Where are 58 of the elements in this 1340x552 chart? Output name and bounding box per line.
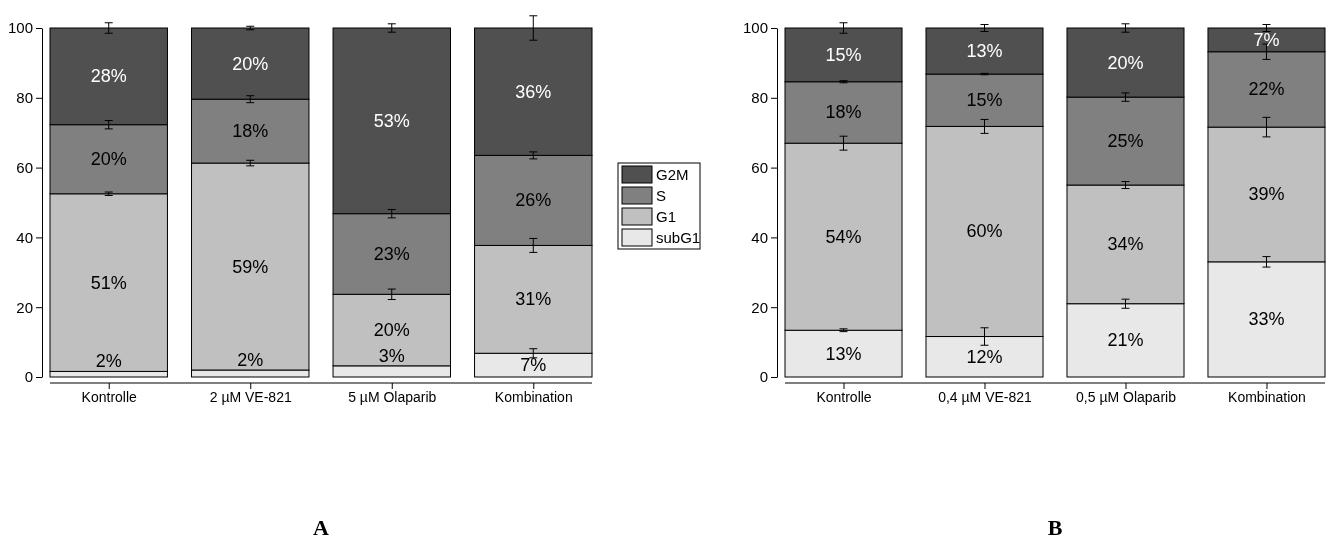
data-label: 12% — [966, 346, 1003, 367]
legend-label: G2M — [656, 166, 689, 183]
x-tick-label: 2 µM VE-821 — [209, 388, 292, 405]
x-tick-label: Kontrolle — [816, 388, 872, 405]
data-label: 59% — [232, 256, 269, 277]
data-label: 53% — [373, 110, 410, 131]
y-tick-label: 20 — [751, 298, 768, 316]
x-tick-label: 0,5 µM Olaparib — [1076, 388, 1177, 405]
data-label: 7% — [520, 355, 547, 376]
x-tick-label: Kontrolle — [81, 388, 138, 405]
data-label: 13% — [966, 41, 1003, 62]
y-tick-label: 100 — [7, 19, 33, 37]
data-label: 15% — [825, 44, 862, 65]
data-label: 20% — [1107, 52, 1144, 73]
y-tick-label: 0 — [759, 368, 768, 386]
x-tick-label: Kombination — [494, 388, 573, 405]
data-label: 54% — [825, 226, 862, 247]
y-tick-label: 40 — [16, 228, 33, 246]
legend-label: subG1 — [656, 229, 701, 246]
data-label: 28% — [90, 66, 127, 87]
data-label: 22% — [1248, 79, 1285, 100]
data-label: 51% — [90, 272, 127, 293]
x-tick-label: Kombination — [1228, 388, 1306, 405]
y-tick-label: 60 — [16, 158, 33, 176]
data-label: 33% — [1248, 309, 1285, 330]
text: A — [313, 515, 330, 540]
data-label: 2% — [95, 351, 122, 372]
data-label: 7% — [1253, 29, 1280, 50]
x-tick-label: 0,4 µM VE-821 — [938, 388, 1033, 405]
y-tick-label: 40 — [751, 228, 768, 246]
y-tick-label: 0 — [24, 368, 33, 386]
text: B — [1047, 515, 1063, 540]
data-label: 2% — [237, 350, 264, 371]
data-label: 39% — [1248, 184, 1285, 205]
data-label: 20% — [90, 149, 127, 170]
y-tick-label: 80 — [16, 89, 33, 107]
legend-label: S — [656, 187, 667, 204]
x-tick-label: 5 µM Olaparib — [348, 388, 437, 405]
y-tick-label: 60 — [751, 158, 768, 176]
data-label: 36% — [515, 81, 552, 102]
y-tick-label: 80 — [751, 89, 768, 107]
data-label: 15% — [966, 90, 1003, 111]
data-label: 25% — [1107, 131, 1144, 152]
legend-label: G1 — [656, 208, 677, 225]
data-label: 18% — [232, 121, 269, 142]
data-label: 18% — [825, 102, 862, 123]
data-label: 21% — [1107, 330, 1144, 351]
data-label: 31% — [515, 289, 552, 310]
y-tick-label: 100 — [742, 19, 768, 37]
data-label: 13% — [825, 343, 862, 364]
data-label: 3% — [378, 345, 405, 366]
data-label: 34% — [1107, 234, 1144, 255]
y-tick-label: 20 — [16, 298, 33, 316]
data-label: 60% — [966, 221, 1003, 242]
data-label: 26% — [515, 190, 552, 211]
data-label: 23% — [373, 243, 410, 264]
data-label: 20% — [232, 53, 269, 74]
data-label: 20% — [373, 320, 410, 341]
